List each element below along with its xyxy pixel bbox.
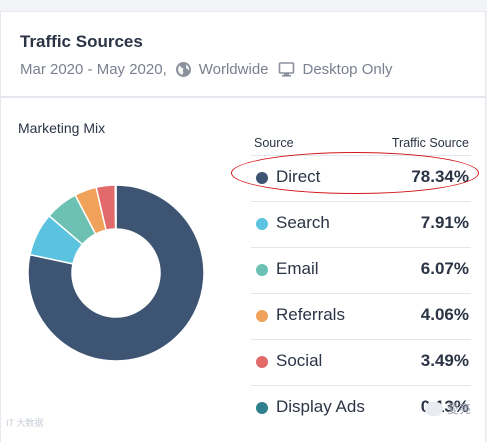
source-label: Direct (276, 167, 321, 186)
source-share-value: 3.49% (420, 351, 469, 370)
traffic-source-row-email[interactable]: Email 6.07% (251, 247, 471, 294)
date-range: Mar 2020 - May 2020, (20, 61, 167, 78)
source-share-value: 4.06% (420, 305, 469, 324)
donut-slice-display-ads[interactable] (114, 185, 117, 230)
column-header-traffic-source: Traffic Source (391, 136, 469, 150)
marketing-mix-title: Marketing Mix (18, 120, 106, 136)
source-label: Email (276, 259, 319, 278)
source-label: Search (276, 213, 330, 232)
source-label: Referrals (276, 305, 345, 324)
traffic-source-row-direct[interactable]: Direct 78.34% (251, 155, 471, 202)
legend-dot-icon (256, 310, 268, 322)
column-header-source: Source (254, 136, 294, 150)
traffic-sources-card: Traffic Sources Mar 2020 - May 2020, Wor… (1, 12, 485, 442)
device-filter[interactable]: Desktop Only (302, 61, 393, 78)
source-share-value: 78.34% (411, 167, 469, 186)
legend-dot-icon (256, 218, 268, 230)
legend-dot-icon (256, 264, 268, 276)
source-label: Display Ads (276, 397, 365, 416)
legend-dot-icon (256, 172, 268, 184)
traffic-source-row-referrals[interactable]: Referrals 4.06% (251, 293, 471, 340)
watermark-right-text: 愛亮 (447, 402, 472, 416)
card-title: Traffic Sources (20, 32, 143, 51)
source-label: Social (276, 351, 323, 370)
traffic-source-row-social[interactable]: Social 3.49% (251, 339, 471, 386)
source-share-value: 6.07% (420, 259, 469, 278)
legend-dot-icon (256, 402, 268, 414)
source-share-value: 7.91% (420, 213, 469, 232)
watermark-right: 愛亮 (425, 400, 471, 417)
desktop-icon (278, 61, 295, 78)
marketing-mix-donut-chart (28, 185, 204, 361)
globe-icon (175, 61, 192, 78)
legend-dot-icon (256, 356, 268, 368)
donut-slice-direct[interactable] (28, 185, 204, 361)
card-subtitle: Mar 2020 - May 2020, Worldwide Desktop O… (20, 61, 393, 78)
watermark-left: IT 大数据 (6, 418, 44, 428)
card-header: Traffic Sources Mar 2020 - May 2020, Wor… (1, 12, 485, 98)
traffic-source-row-search[interactable]: Search 7.91% (251, 201, 471, 248)
region-filter[interactable]: Worldwide (198, 61, 269, 78)
wechat-icon (425, 401, 443, 416)
